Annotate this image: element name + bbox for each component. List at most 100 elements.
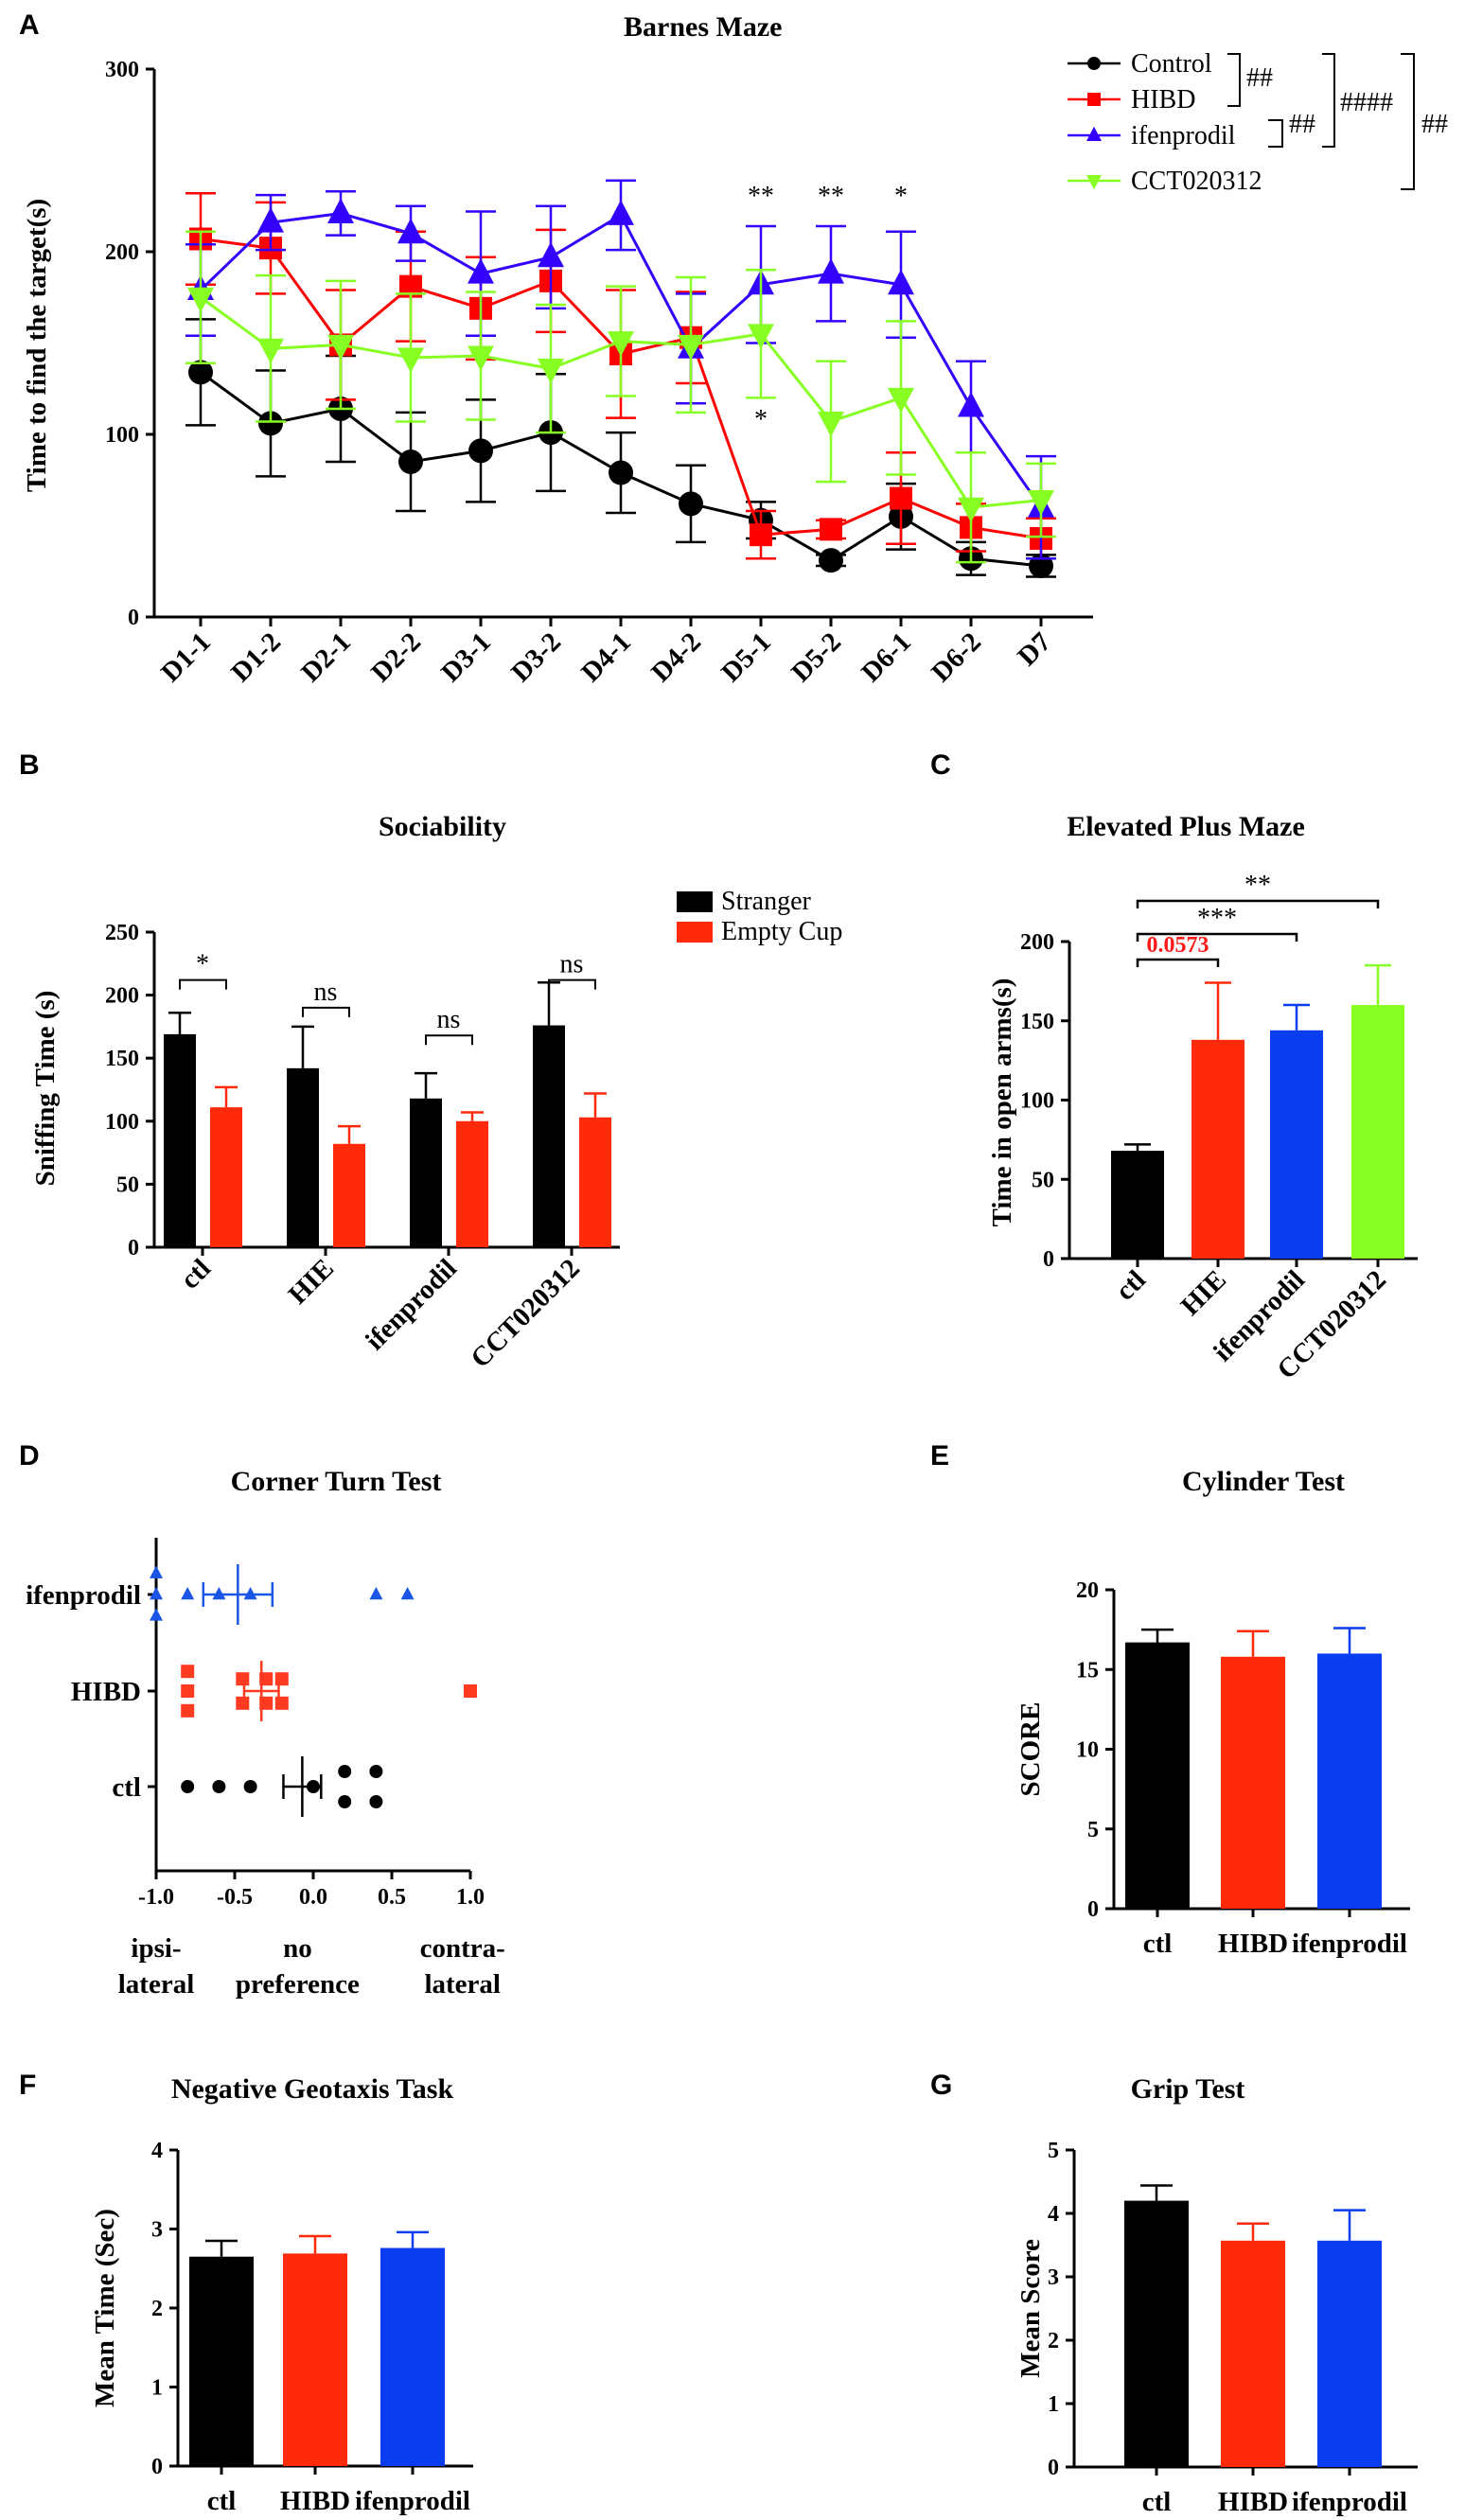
bar: [1351, 1005, 1404, 1259]
data-point: [257, 338, 284, 364]
data-point: [958, 391, 984, 417]
x-tick-label: D3-1: [435, 626, 497, 688]
data-point: [398, 449, 423, 474]
y-tick-label: 4: [1048, 2202, 1059, 2227]
data-point: [819, 548, 843, 573]
data-point: [958, 497, 984, 523]
x-tick-label: ctl: [1142, 2487, 1172, 2517]
x-tick-label: D1-1: [155, 626, 217, 688]
data-point: [818, 258, 844, 284]
y-tick-label: 100: [105, 423, 139, 448]
data-point: [888, 269, 914, 295]
x-tick-label: D2-2: [365, 626, 427, 688]
chart-title: Barnes Maze: [624, 11, 782, 43]
y-axis-label: Mean Score: [1015, 2239, 1046, 2378]
bar: [456, 1120, 488, 1247]
y-tick-label: 250: [105, 921, 139, 945]
bar: [189, 2256, 254, 2466]
legend-marker: [1087, 57, 1101, 70]
bar: [1221, 1656, 1285, 1909]
panel-label-c: C: [930, 749, 951, 781]
data-point: [181, 1780, 195, 1793]
y-axis-label: SCORE: [1015, 1702, 1046, 1797]
legend-label: ifenprodil: [1131, 121, 1236, 150]
significance-bracket: [548, 978, 596, 990]
significance-label: ns: [314, 978, 338, 1007]
legend-marker: [1087, 93, 1101, 106]
y-tick-label: HIBD: [71, 1677, 141, 1707]
x-tick-label: ifenprodil: [1292, 1929, 1407, 1959]
bar: [1111, 1151, 1164, 1259]
x-tick-label: -0.5: [217, 1885, 253, 1910]
x-tick-label: D3-2: [505, 626, 567, 688]
data-point: [750, 523, 772, 547]
data-point: [888, 387, 914, 414]
data-point: [150, 1586, 163, 1600]
x-tick-label: HIE: [1175, 1264, 1232, 1321]
significance-bracket: [179, 978, 227, 990]
y-axis-label: Mean Time (Sec): [90, 2209, 120, 2407]
x-tick-label: HIBD: [1218, 2487, 1288, 2517]
data-point: [212, 1586, 226, 1600]
chart-title: Negative Geotaxis Task: [171, 2073, 454, 2105]
data-point: [150, 1565, 163, 1578]
x-tick-label: ifenprodil: [1292, 2487, 1407, 2517]
data-point: [181, 1684, 195, 1698]
significance-label: ns: [560, 950, 584, 979]
significance-mark: **: [818, 182, 844, 211]
data-point: [327, 198, 354, 223]
data-point: [679, 491, 703, 517]
x-tick-label: ctl: [1143, 1929, 1173, 1959]
bracket-label: ##: [1289, 110, 1315, 139]
panel-label-g: G: [930, 2070, 952, 2101]
y-axis-label: Time to find the target(s): [22, 199, 52, 492]
significance-bracket: [1136, 899, 1380, 908]
data-point: [236, 1672, 250, 1686]
data-point: [259, 1696, 274, 1710]
data-point: [187, 287, 214, 313]
x-tick-label: D6-2: [926, 626, 987, 688]
data-point: [369, 1795, 383, 1808]
bracket-label: ##: [1246, 63, 1273, 93]
data-point: [243, 1586, 257, 1600]
significance-bracket: [425, 1034, 473, 1046]
panel-label-f: F: [19, 2070, 36, 2101]
panel-label-e: E: [930, 1440, 949, 1471]
y-tick-label: 50: [116, 1172, 139, 1197]
y-tick-label: 100: [1020, 1089, 1054, 1114]
x-annotation: no: [283, 1933, 312, 1964]
panel-label-a: A: [19, 9, 40, 41]
data-point: [369, 1765, 383, 1778]
bar: [164, 1033, 196, 1247]
x-tick-label: CCT020312: [466, 1253, 586, 1373]
x-tick-label: D4-1: [575, 626, 637, 688]
data-point: [397, 218, 424, 244]
data-point: [369, 1586, 383, 1600]
data-point: [150, 1608, 163, 1621]
data-point: [327, 334, 354, 361]
y-tick-label: 0: [1043, 1247, 1054, 1272]
data-point: [608, 331, 634, 357]
data-point: [678, 334, 704, 361]
significance-bracket: [1136, 958, 1220, 967]
significance-mark: *: [894, 182, 908, 211]
x-tick-label: ctl: [207, 2486, 237, 2516]
y-tick-label: ctl: [112, 1772, 141, 1803]
data-point: [538, 359, 564, 384]
y-tick-label: 5: [1048, 2139, 1059, 2163]
y-tick-label: 20: [1076, 1578, 1099, 1603]
bracket-label: ##: [1421, 110, 1448, 139]
y-tick-label: 4: [151, 2139, 163, 2163]
bar: [1317, 1653, 1382, 1909]
x-annotation: ipsi-: [131, 1933, 181, 1964]
bar: [579, 1117, 611, 1247]
x-tick-label: -1.0: [138, 1885, 174, 1910]
x-tick-label: ctl: [175, 1253, 217, 1295]
x-tick-label: 0.0: [299, 1885, 327, 1910]
data-point: [464, 1684, 477, 1698]
x-tick-label: D4-2: [645, 626, 707, 688]
y-tick-label: 3: [1048, 2265, 1059, 2290]
bar: [1270, 1030, 1323, 1259]
y-tick-label: 0: [128, 1236, 139, 1260]
bar: [1124, 2200, 1189, 2467]
